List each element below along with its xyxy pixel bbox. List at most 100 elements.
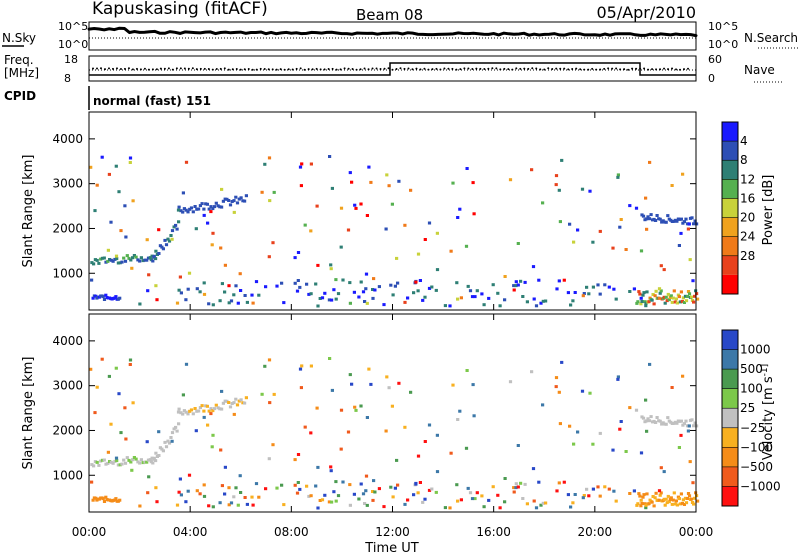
power-cell: [666, 214, 670, 218]
power-cell: [673, 300, 677, 304]
power-cell: [154, 284, 158, 288]
velocity-cell: [435, 470, 440, 474]
power-cell: [531, 265, 536, 269]
velocity-cell: [314, 484, 318, 488]
freq-point: [251, 68, 254, 71]
power-cell: [179, 209, 183, 213]
velocity-cell: [243, 401, 247, 405]
velocity-cell: [612, 489, 616, 493]
velocity-cell: [241, 401, 245, 405]
freq-point: [591, 67, 594, 70]
power-cell: [677, 295, 681, 299]
power-cell: [175, 301, 180, 305]
velocity-cell: [367, 367, 371, 371]
velocity-cell: [107, 374, 111, 378]
power-cell: [227, 284, 231, 288]
power-cell: [514, 284, 518, 288]
power-cell: [132, 254, 136, 257]
power-cell: [395, 256, 399, 260]
velocity-cell: [666, 416, 670, 420]
velocity-cell: [679, 433, 683, 437]
velocity-cell: [689, 497, 694, 501]
velocity-cell: [138, 461, 142, 465]
velocity-cell: [114, 366, 118, 370]
velocity-cell: [458, 409, 462, 413]
power-cell: [223, 197, 227, 201]
velocity-cell: [176, 410, 181, 414]
power-cell: [182, 207, 186, 211]
velocity-cell: [619, 420, 623, 423]
power-cell: [683, 294, 688, 298]
power-cell: [118, 296, 122, 300]
power-cell: [145, 238, 149, 242]
colorbar-segment: [722, 217, 738, 237]
power-cell: [309, 162, 313, 166]
velocity-cell: [365, 503, 369, 507]
velocity-cell: [652, 504, 656, 508]
power-cell: [178, 275, 182, 279]
power-cell: [229, 299, 234, 303]
velocity-scatter: [89, 357, 700, 510]
freq-point: [563, 67, 566, 70]
power-cell: [670, 300, 674, 304]
velocity-cell: [94, 496, 98, 500]
date-label: 05/Apr/2010: [596, 3, 696, 22]
velocity-cell: [684, 419, 688, 423]
power-cell: [296, 279, 300, 282]
power-cell: [202, 281, 206, 285]
power-cell: [154, 257, 158, 261]
x-tick-label: 00:00: [72, 525, 107, 539]
power-cell: [163, 238, 167, 242]
power-cell: [298, 165, 303, 169]
velocity-cell: [254, 482, 259, 486]
power-cell: [102, 256, 106, 260]
power-cell: [679, 290, 683, 294]
velocity-cell: [348, 503, 352, 507]
power-cell: [688, 258, 692, 262]
power-cell: [503, 298, 507, 302]
velocity-cell: [628, 492, 632, 495]
power-cell: [170, 237, 174, 241]
velocity-cell: [512, 490, 516, 494]
colorbar-tick-label: 8: [740, 153, 748, 167]
velocity-cell: [671, 498, 675, 502]
power-cell: [385, 173, 389, 177]
power-cell: [204, 202, 208, 206]
power-cell: [177, 205, 181, 209]
power-cell: [377, 285, 381, 289]
velocity-cell: [309, 494, 313, 498]
x-tick-label: 12:00: [375, 525, 410, 539]
power-cell: [239, 289, 243, 292]
velocity-cell: [227, 503, 231, 507]
power-cell: [257, 293, 261, 297]
y-tick-label: 3000: [52, 379, 83, 393]
colorbar-tick-label: 1000: [740, 343, 771, 357]
velocity-cell: [104, 495, 108, 499]
freq-point: [523, 67, 526, 70]
velocity-cell: [616, 377, 620, 381]
power-cell: [211, 207, 215, 211]
power-cell: [671, 296, 675, 300]
nsky-tick-low: 10^0: [58, 38, 88, 51]
velocity-cell: [95, 460, 99, 464]
power-cell: [363, 300, 367, 303]
y-tick-label: 2000: [52, 221, 83, 235]
velocity-cell: [390, 404, 394, 408]
velocity-cell: [161, 449, 165, 453]
power-cell: [491, 283, 495, 287]
freq-point: [527, 67, 530, 70]
velocity-cell: [655, 416, 659, 419]
power-cell: [216, 204, 220, 208]
freq-point: [223, 67, 226, 70]
power-cell: [139, 256, 143, 260]
power-cell: [562, 278, 566, 282]
power-cell: [667, 298, 671, 302]
power-cell: [532, 297, 536, 301]
power-cell: [264, 285, 268, 289]
power-cell: [218, 205, 222, 209]
freq-point: [603, 67, 606, 70]
power-cell: [555, 287, 559, 291]
velocity-cell: [307, 494, 311, 498]
power-cell: [146, 256, 151, 260]
power-cell: [263, 162, 267, 166]
